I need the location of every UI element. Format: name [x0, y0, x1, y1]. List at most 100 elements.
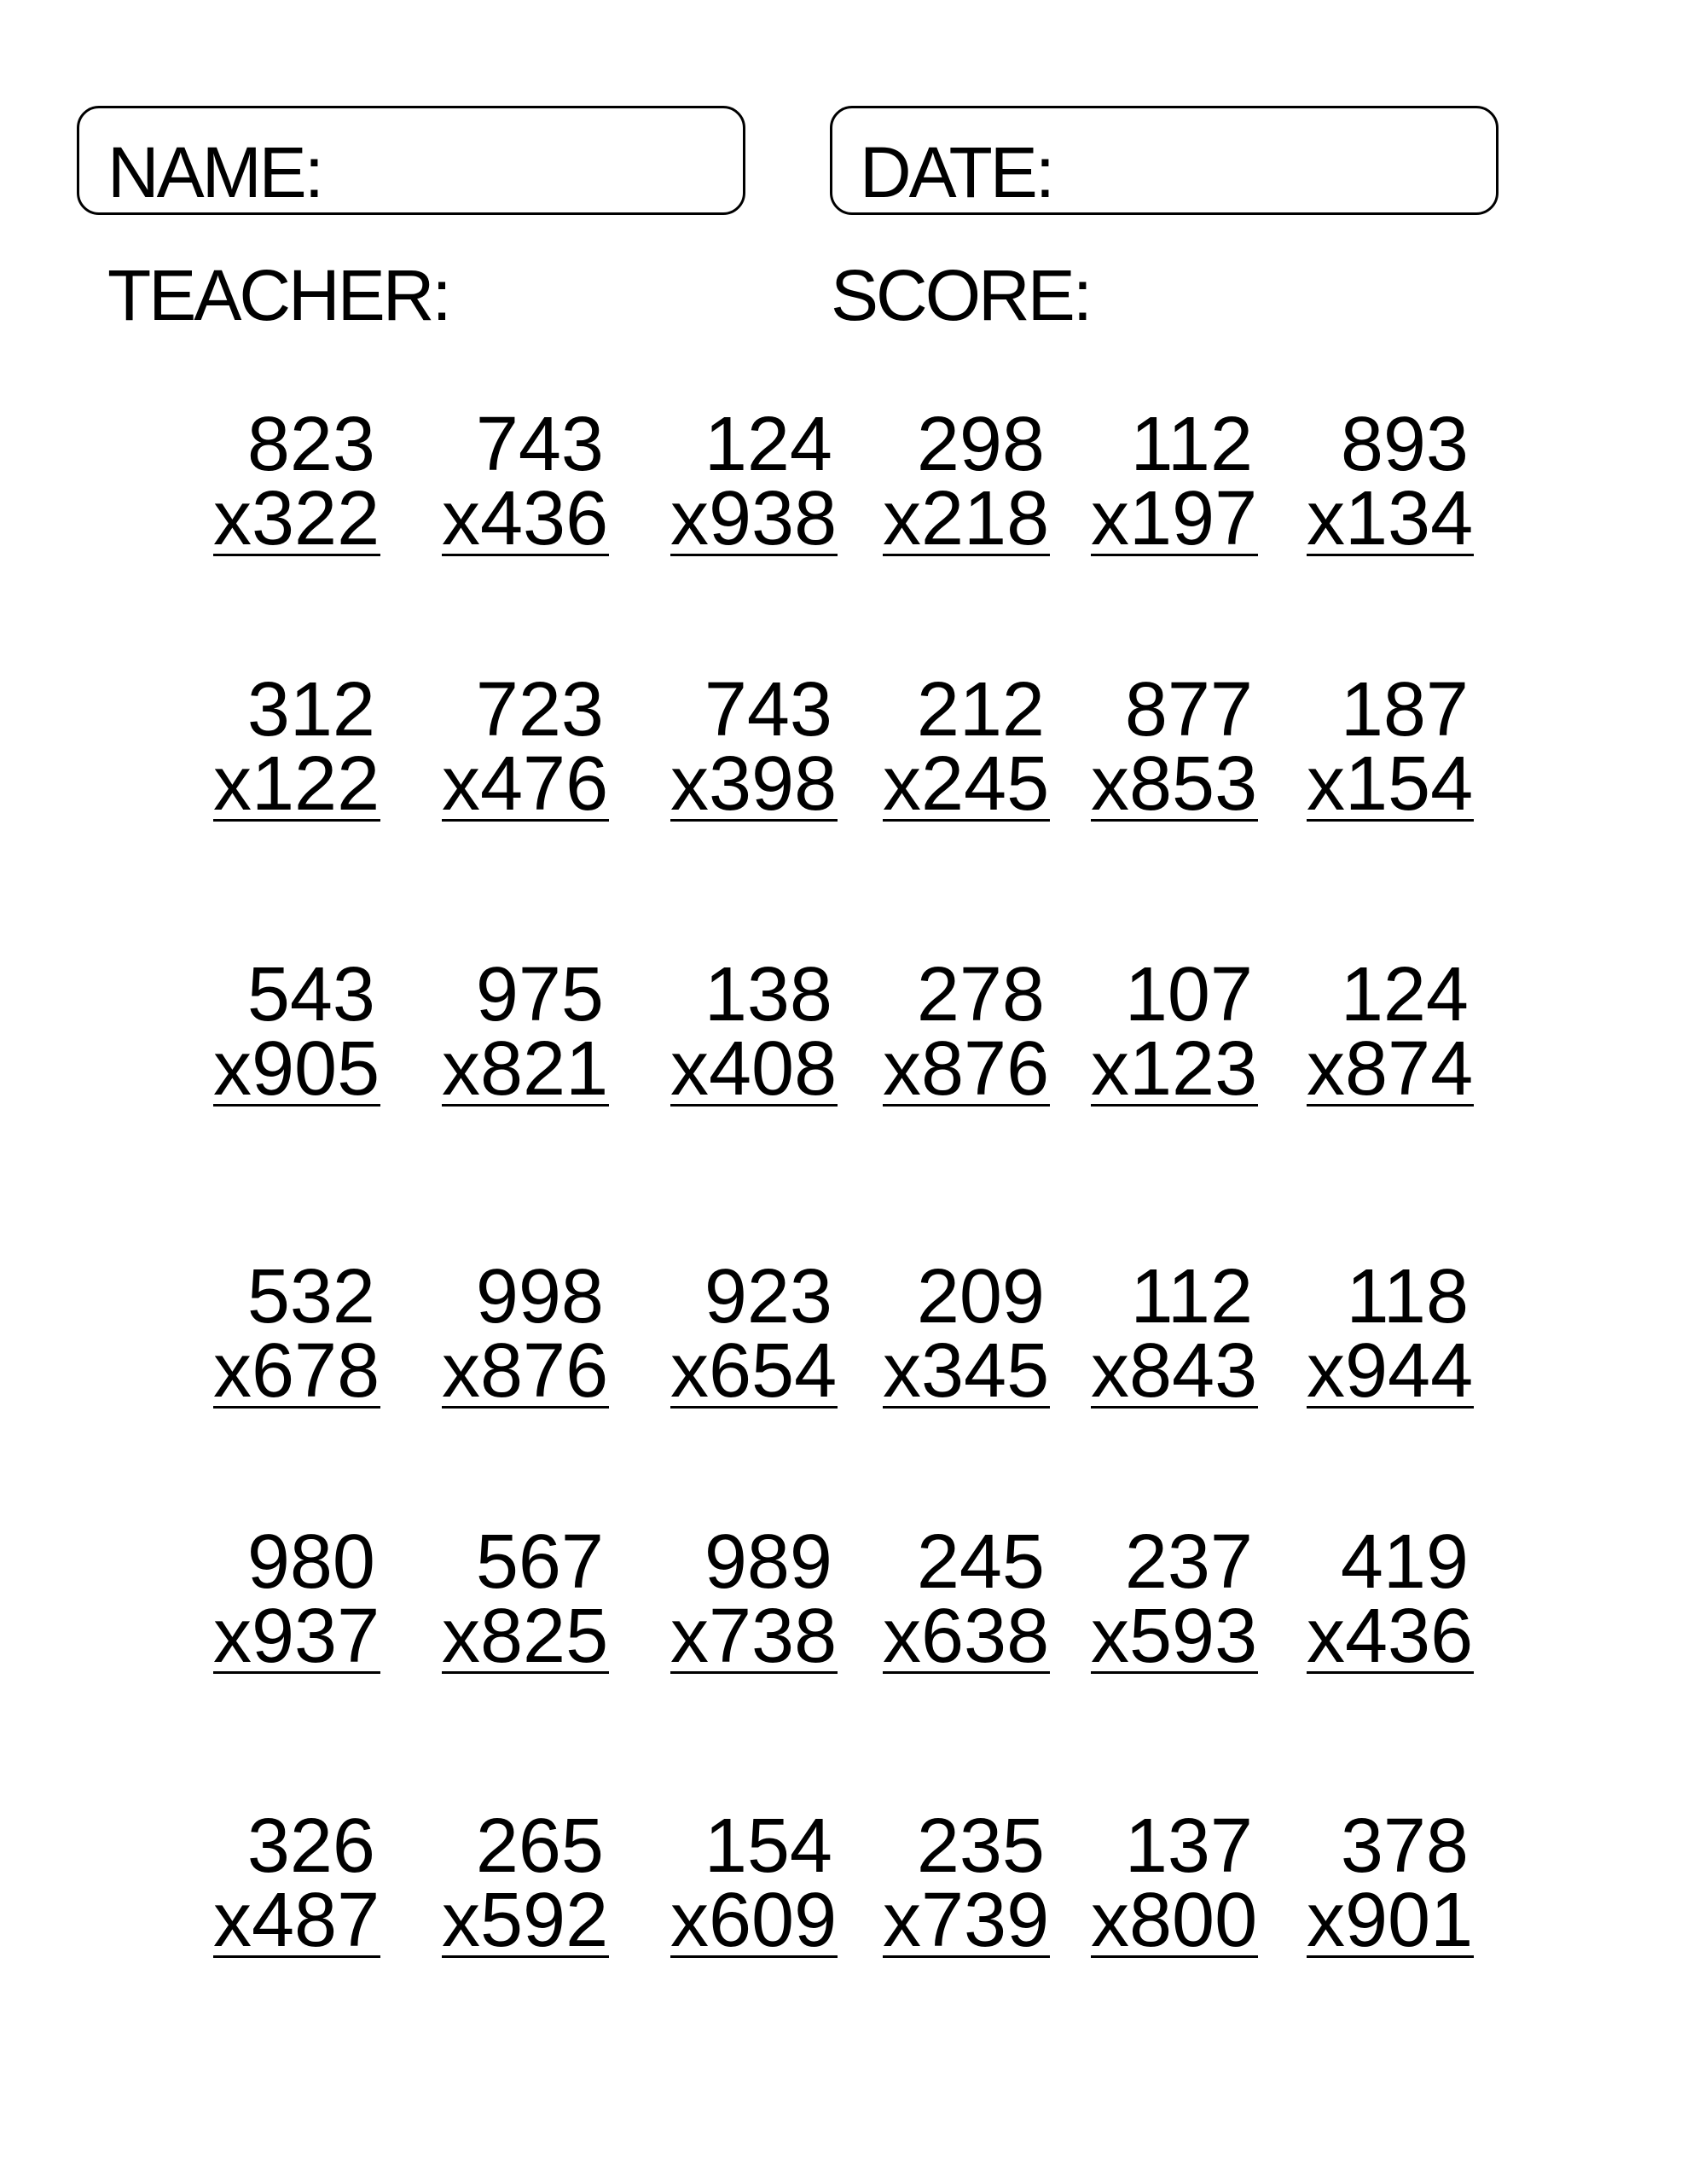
multiplier: x134 [1307, 476, 1474, 561]
multiplication-problem: 823 x322 [213, 402, 380, 561]
multiplier: x345 [883, 1328, 1050, 1414]
name-label: NAME: [107, 132, 324, 212]
multiplication-problem: 235 x739 [883, 1804, 1050, 1963]
multiplication-problem: 543 x905 [213, 952, 380, 1107]
multiplication-problem: 893 x134 [1307, 402, 1474, 561]
multiplier: x800 [1091, 1878, 1258, 1963]
multiplication-problem: 378 x901 [1307, 1804, 1474, 1963]
multiplication-problem: 118 x944 [1307, 1254, 1474, 1414]
multiplier: x476 [442, 741, 609, 827]
multiplication-problem: 743 x398 [670, 667, 838, 827]
name-field[interactable] [77, 106, 745, 215]
multiplier: x821 [442, 1026, 609, 1112]
multiplicand: 235 [916, 1804, 1045, 1889]
multiplication-problem: 326 x487 [213, 1804, 380, 1959]
multiplier: x638 [883, 1594, 1050, 1679]
multiplier: x609 [670, 1878, 838, 1963]
multiplicand: 543 [246, 952, 375, 1037]
multiplicand: 419 [1340, 1519, 1469, 1605]
multiplicand: 975 [475, 952, 604, 1037]
multiplier: x122 [213, 741, 380, 827]
multiplication-problem: 112 x197 [1091, 402, 1258, 561]
date-field[interactable] [830, 106, 1499, 215]
multiplier: x937 [213, 1594, 380, 1679]
multiplicand: 378 [1340, 1804, 1469, 1889]
multiplier: x592 [442, 1878, 609, 1963]
multiplication-problem: 312 x122 [213, 667, 380, 827]
multiplication-problem: 278 x876 [883, 956, 1050, 1107]
multiplicand: 877 [1124, 667, 1253, 752]
multiplier: x876 [442, 1328, 609, 1414]
multiplication-problem: 989 x738 [670, 1524, 838, 1679]
multiplier: x654 [670, 1328, 838, 1414]
multiplication-problem: 112 x843 [1091, 1258, 1258, 1414]
multiplicand: 265 [475, 1804, 604, 1889]
multiplication-problem: 532 x678 [213, 1258, 380, 1414]
multiplier: x843 [1091, 1328, 1258, 1414]
multiplication-problem: 723 x476 [442, 667, 609, 827]
multiplier: x436 [442, 476, 609, 561]
multiplication-problem: 998 x876 [442, 1254, 609, 1414]
multiplicand: 998 [475, 1254, 604, 1339]
multiplication-problem: 567 x825 [442, 1519, 609, 1679]
multiplicand: 980 [246, 1519, 375, 1605]
multiplier: x938 [670, 476, 838, 561]
multiplier: x322 [213, 476, 380, 561]
multiplicand: 743 [475, 402, 604, 487]
multiplication-problem: 975 x821 [442, 952, 609, 1112]
multiplicand: 312 [246, 667, 375, 752]
multiplicand: 567 [475, 1519, 604, 1605]
multiplication-problem: 212 x245 [883, 671, 1050, 827]
multiplier: x408 [670, 1026, 838, 1112]
multiplicand: 124 [1340, 952, 1469, 1037]
multiplicand: 723 [475, 667, 604, 752]
multiplicand: 138 [704, 952, 832, 1037]
multiplication-problem: 187 x154 [1307, 667, 1474, 822]
multiplicand: 112 [1130, 402, 1253, 487]
multiplication-problem: 209 x345 [883, 1254, 1050, 1414]
multiplication-problem: 923 x654 [670, 1254, 838, 1414]
multiplication-problem: 237 x593 [1091, 1519, 1258, 1679]
multiplicand: 298 [916, 402, 1045, 487]
multiplication-problem: 138 x408 [670, 952, 838, 1112]
multiplier: x738 [670, 1594, 838, 1679]
teacher-label: TEACHER: [107, 255, 452, 335]
multiplicand: 237 [1124, 1519, 1253, 1605]
multiplier: x901 [1307, 1878, 1474, 1963]
multiplier: x436 [1307, 1594, 1474, 1679]
multiplicand: 118 [1346, 1254, 1469, 1339]
multiplication-problem: 245 x638 [883, 1519, 1050, 1679]
multiplicand: 743 [704, 667, 832, 752]
multiplier: x678 [213, 1328, 380, 1414]
multiplier: x874 [1307, 1026, 1474, 1112]
multiplication-problem: 980 x937 [213, 1519, 380, 1679]
multiplicand: 154 [704, 1804, 832, 1889]
multiplier: x853 [1091, 741, 1258, 827]
multiplication-problem: 137 x800 [1091, 1808, 1258, 1963]
multiplicand: 823 [246, 402, 375, 487]
multiplier: x825 [442, 1594, 609, 1679]
multiplication-problem: 124 x938 [670, 406, 838, 561]
multiplicand: 187 [1340, 667, 1469, 752]
multiplication-problem: 298 x218 [883, 402, 1050, 561]
score-label: SCORE: [831, 255, 1093, 335]
date-label: DATE: [860, 132, 1055, 212]
multiplier: x197 [1091, 476, 1258, 561]
multiplier: x739 [883, 1878, 1050, 1963]
multiplier: x123 [1091, 1026, 1258, 1112]
multiplier: x593 [1091, 1594, 1258, 1679]
multiplicand: 107 [1124, 952, 1253, 1037]
multiplicand: 209 [916, 1254, 1045, 1339]
multiplication-problem: 124 x874 [1307, 952, 1474, 1112]
multiplier: x944 [1307, 1328, 1474, 1414]
multiplication-problem: 743 x436 [442, 402, 609, 561]
multiplicand: 326 [246, 1804, 375, 1889]
multiplication-problem: 419 x436 [1307, 1519, 1474, 1679]
multiplicand: 923 [704, 1254, 832, 1339]
multiplicand: 245 [916, 1519, 1045, 1605]
multiplication-problem: 877 x853 [1091, 667, 1258, 827]
multiplier: x218 [883, 476, 1050, 561]
multiplicand: 893 [1340, 402, 1469, 487]
multiplier: x245 [883, 741, 1050, 827]
multiplier: x398 [670, 741, 838, 827]
